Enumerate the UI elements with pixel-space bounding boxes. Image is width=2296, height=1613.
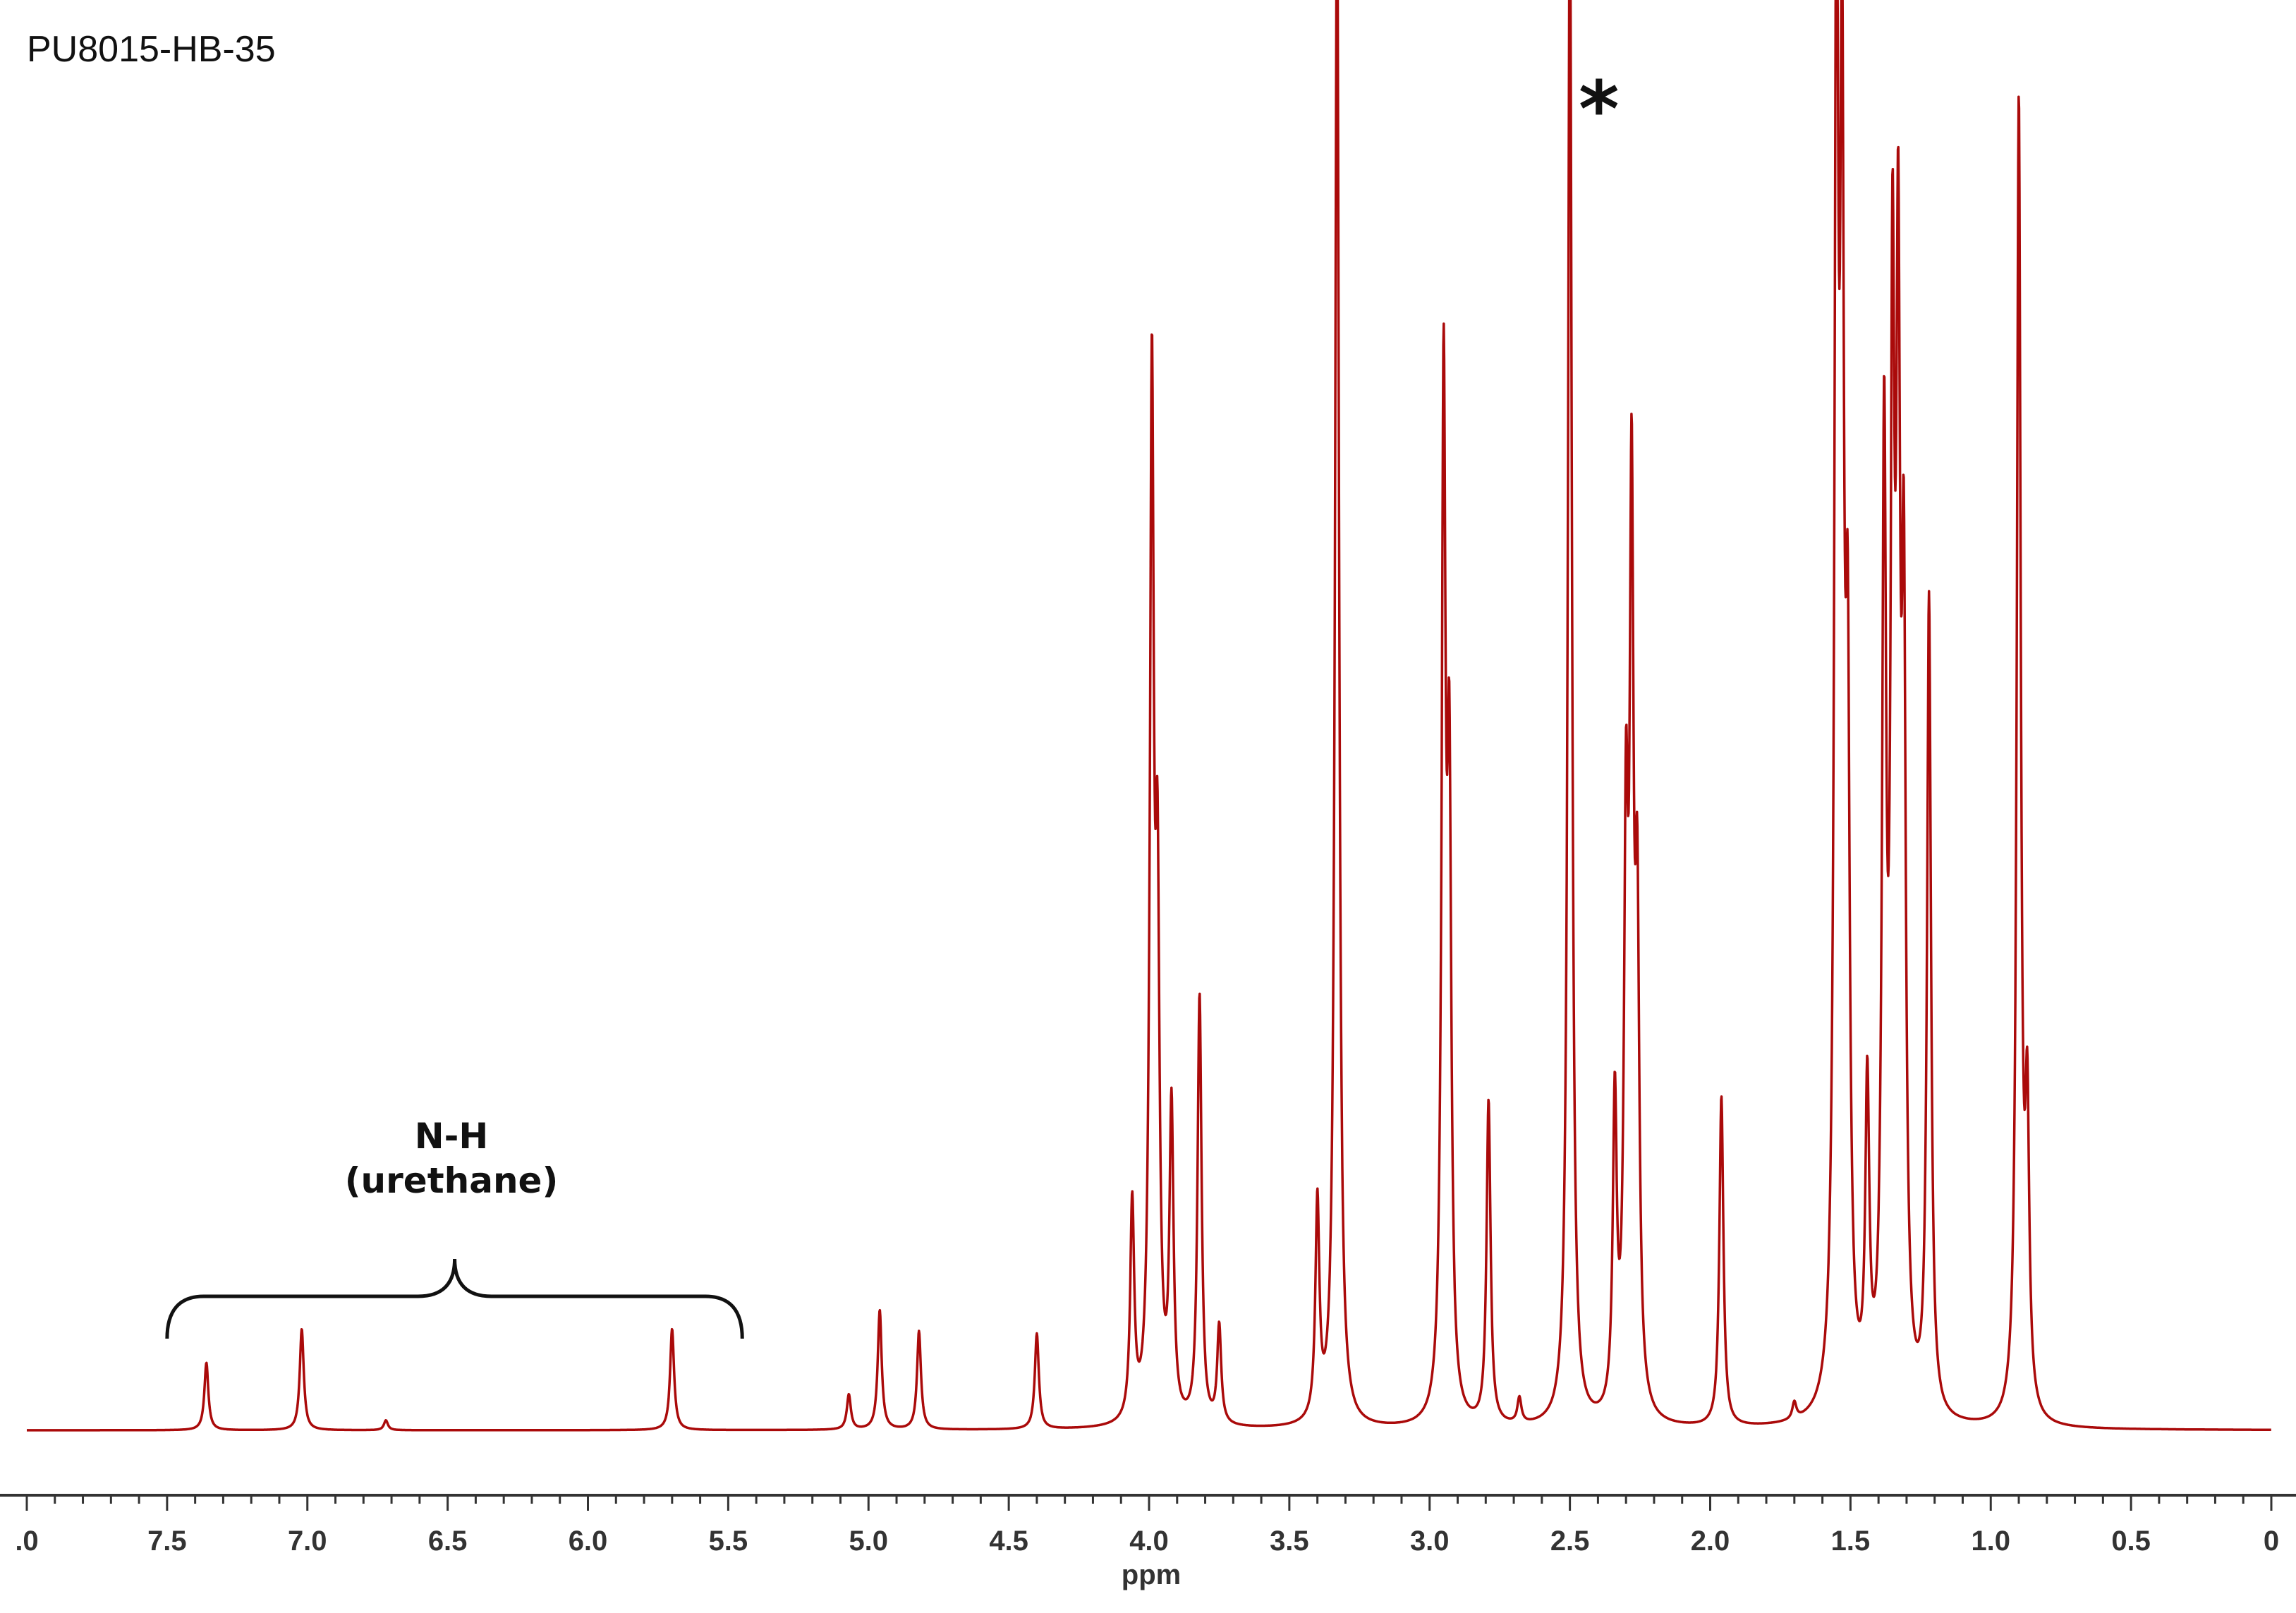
peak-point [1156,951,1159,954]
x-tick-label: 2.5 [1550,1526,1590,1557]
peak-point [918,1330,921,1333]
peak-point [878,1310,881,1313]
x-tick-label: 3.0 [1410,1526,1450,1557]
nh-annotation-line2: (urethane) [344,1159,559,1201]
peak-point [847,1394,850,1396]
spectrum-line [25,0,2272,1432]
peak-point [2026,1148,2029,1150]
peak-point [1316,1211,1319,1214]
x-tick-label: .0 [15,1526,38,1557]
peak-point [1630,571,1633,574]
peak-point [1866,1119,1869,1122]
x-axis: .0 7.5 7.0 6.5 6.0 5.5 5.0 4.5 4.0 3.5 3.0 2.5 2.0 1.… [0,1494,2296,1590]
x-tick-label: 1.5 [1831,1526,1871,1557]
peak-markers [205,0,2029,1422]
x-tick-label: 1.0 [1971,1526,2010,1557]
peak-point [1613,1119,1616,1122]
x-tick-label: 6.5 [428,1526,468,1557]
peak-point [1217,1330,1220,1333]
x-tick-label: 0.5 [2111,1526,2151,1557]
peak-point [1487,1105,1490,1108]
peak-point [1928,613,1931,616]
peak-point [671,1327,674,1330]
x-tick-label: 4.0 [1129,1526,1169,1557]
peak-point [1897,444,1900,447]
peak-point [1624,894,1627,897]
peak-point [1518,1404,1521,1406]
nh-annotation: N-H (urethane) [339,1114,564,1203]
nh-brace [165,1258,744,1339]
peak-point [1883,501,1885,504]
sample-title: PU8015-HB-35 [27,29,276,70]
peak-point [1793,1412,1796,1415]
x-tick-label: 5.0 [849,1526,888,1557]
peak-point [1131,1211,1134,1214]
peak-point [1846,796,1849,799]
peak-point [1150,409,1153,412]
x-tick-label: 6.0 [569,1526,608,1557]
peak-point [1198,1000,1201,1003]
x-tick-label: 7.5 [147,1526,187,1557]
peak-point [2017,114,2020,117]
solvent-asterisk: * [1579,64,1620,154]
peak-point [1170,1119,1173,1122]
nh-annotation-line1: N-H [414,1116,489,1157]
peak-point [1636,979,1639,982]
x-tick-label: 5.5 [709,1526,748,1557]
peak-point [205,1361,208,1364]
peak-point [1720,1098,1723,1101]
nh-brace-path [165,1258,744,1339]
peak-point [1902,698,1905,700]
x-tick-label: 2.0 [1691,1526,1730,1557]
spectrum-series [25,0,2272,1432]
peak-point [1840,248,1843,250]
x-tick-label: 0 [2264,1526,2279,1557]
x-tick-label: 7.0 [288,1526,327,1557]
peak-point [1448,839,1451,841]
peak-point [384,1419,387,1422]
peak-point [1835,23,1838,25]
peak-point [1442,416,1445,419]
peak-point [1035,1333,1038,1336]
x-tick-label: 4.5 [989,1526,1028,1557]
peak-point [300,1327,303,1330]
x-tick-label: 3.5 [1270,1526,1309,1557]
x-axis-label: ppm [1122,1559,1181,1590]
peak-point [1891,430,1894,433]
